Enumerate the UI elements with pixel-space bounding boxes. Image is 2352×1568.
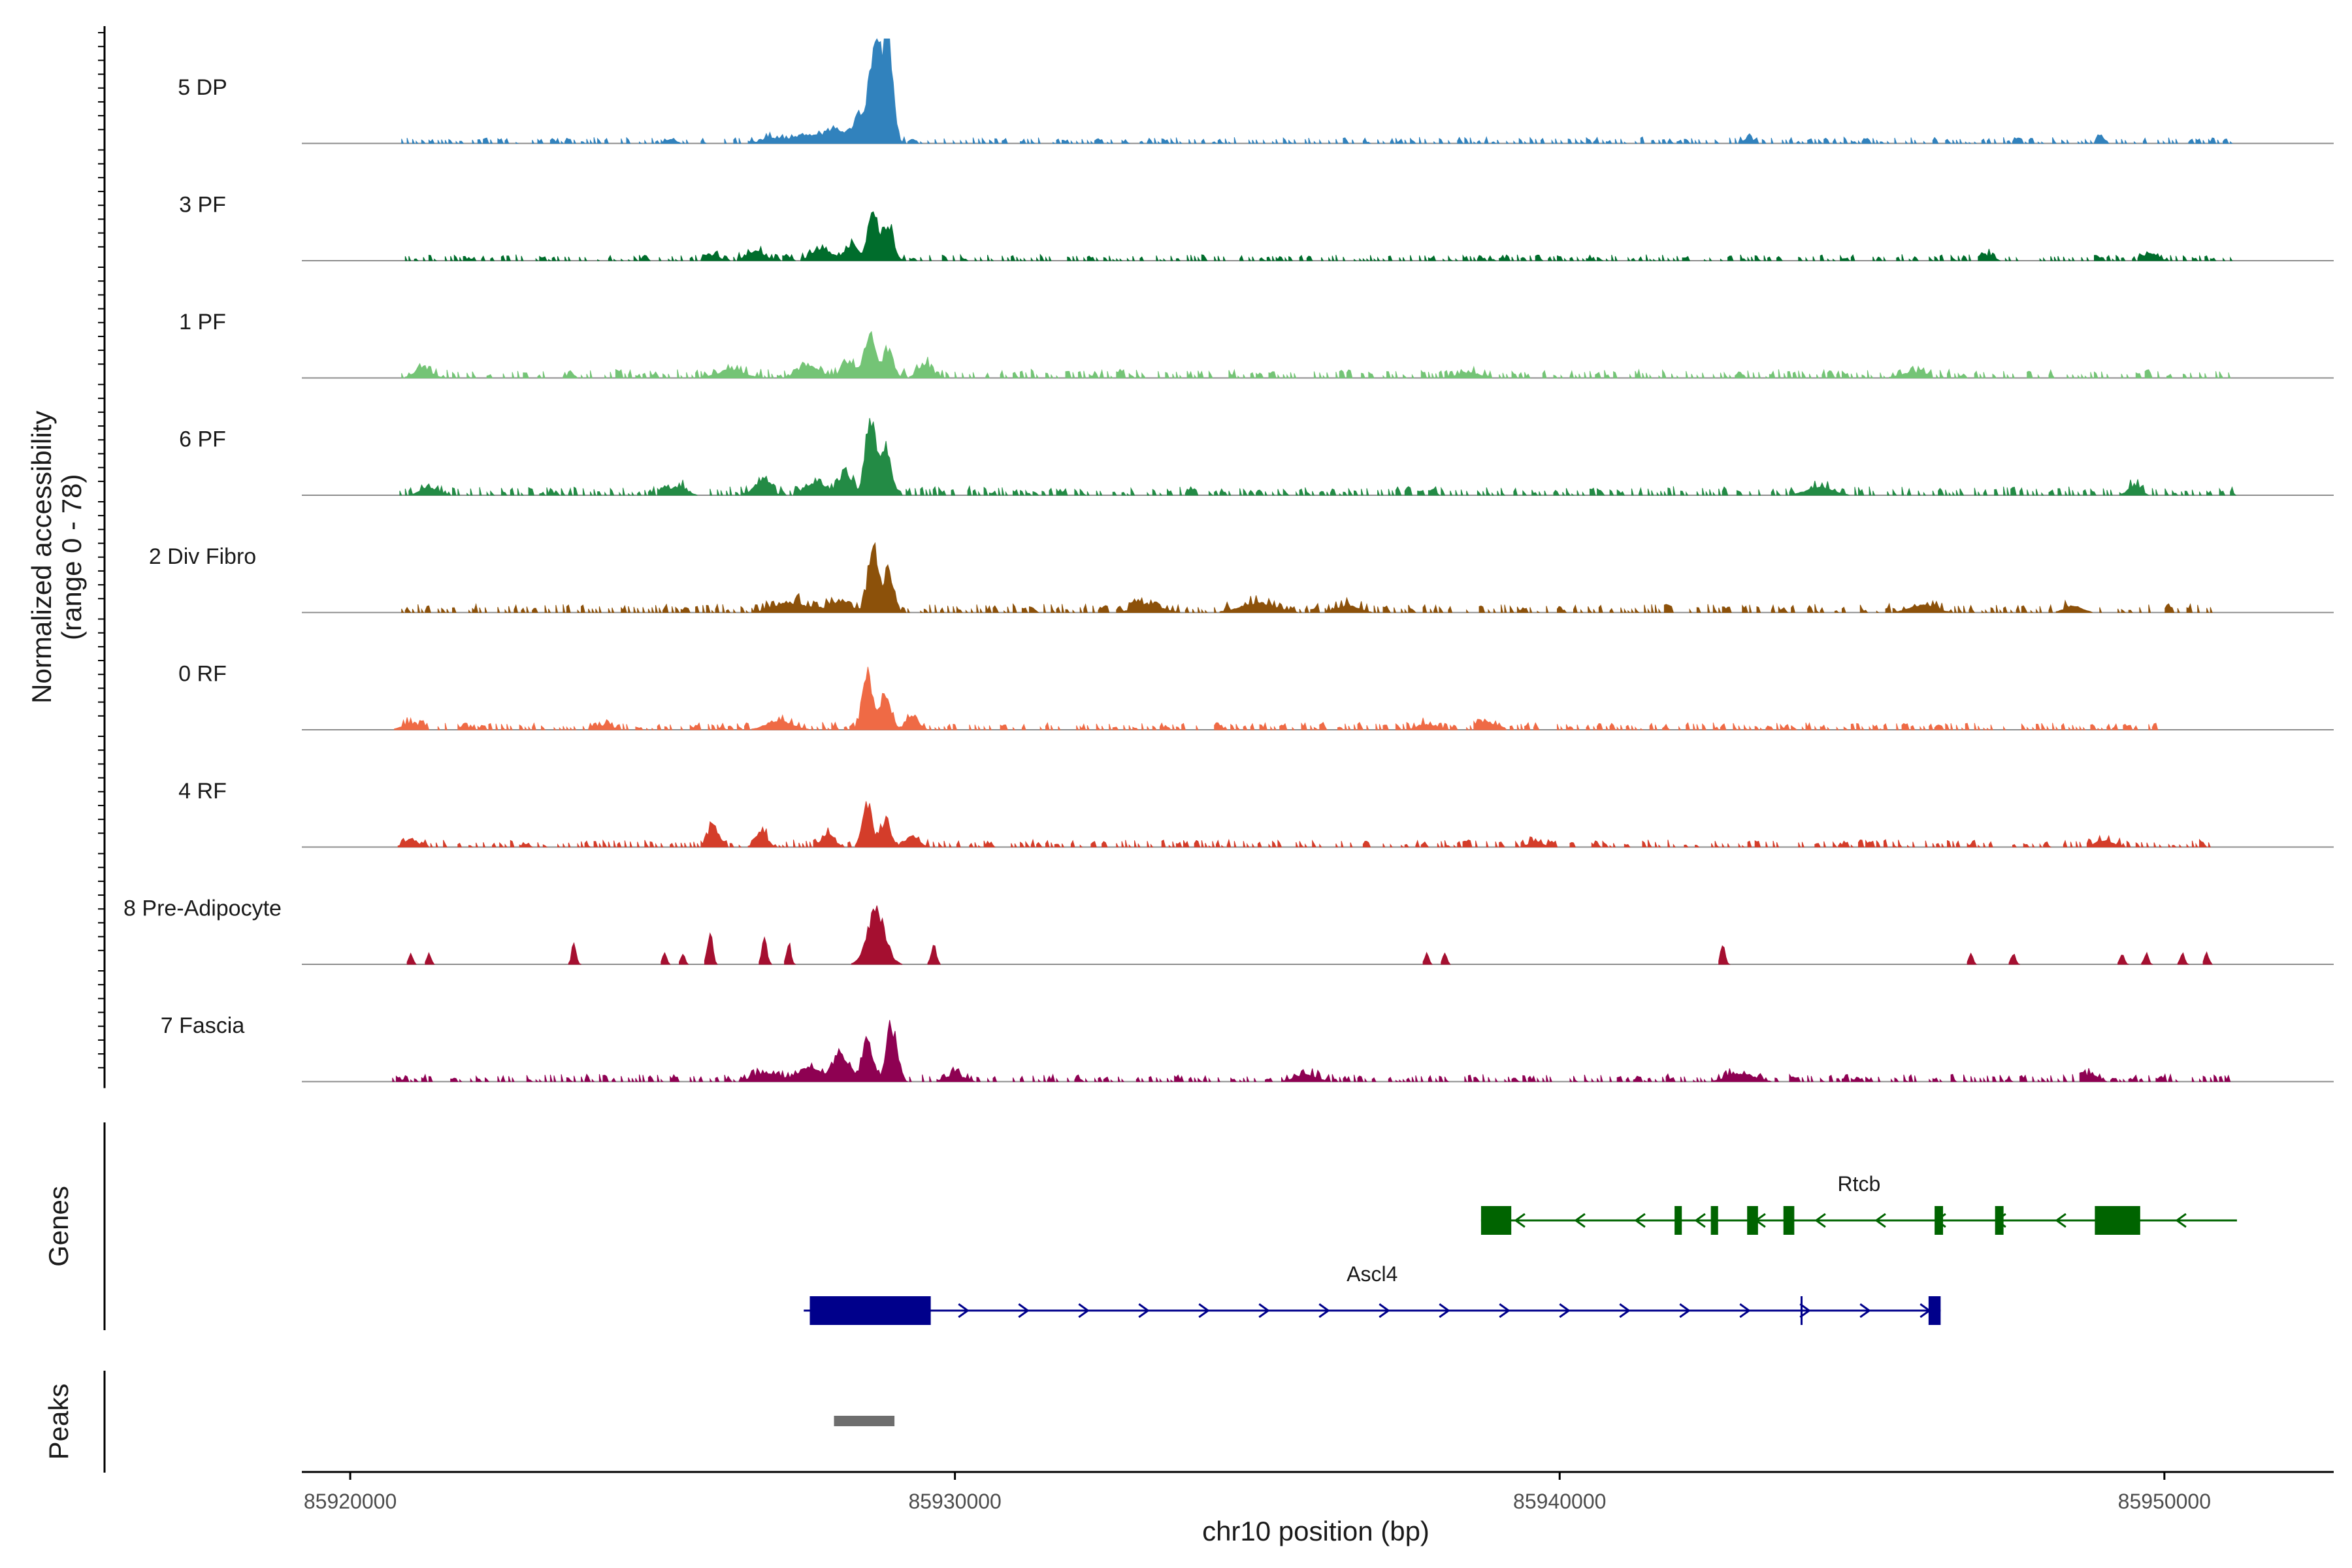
track-0-rf: 0 RF [178,662,2334,730]
y-axis-title-line: (range 0 - 78) [56,474,87,640]
track-4-rf: 4 RF [178,779,2334,848]
strand-arrow [1138,1303,1150,1318]
coverage-area [401,38,2233,144]
track-6-pf: 6 PF [179,417,2334,496]
strand-arrow [1574,1213,1586,1228]
strand-arrow [1514,1213,1526,1228]
gene-label: Rtcb [1838,1172,1881,1196]
exon [1935,1206,1944,1235]
strand-arrow [1619,1303,1631,1318]
coverage-area [401,331,2231,379]
gene-label: Ascl4 [1347,1262,1397,1286]
x-tick-label: 85940000 [1513,1490,1606,1513]
y-axis-title: Normalized accessibility(range 0 - 78) [26,411,87,704]
exon [1747,1206,1758,1235]
coverage-area [397,801,2211,847]
track-label: 3 PF [179,193,226,218]
track-label: 0 RF [178,662,227,687]
exon [1710,1206,1718,1235]
track-label: 8 Pre-Adipocyte [123,896,282,921]
peak-region [834,1416,895,1426]
genes-panel: Genes Rtcb Ascl4 [43,1122,2237,1330]
exon [1928,1296,1941,1325]
track-3-pf: 3 PF [179,193,2334,261]
exon [1480,1206,1512,1235]
track-label: 4 RF [178,779,227,804]
track-8-pre-adipocyte: 8 Pre-Adipocyte [123,896,2334,965]
peaks-panel: Peaks [43,1371,895,1473]
strand-arrow [2055,1213,2066,1228]
track-label: 7 Fascia [161,1013,245,1038]
gene-rtcb: Rtcb [1480,1172,2237,1235]
coverage-tracks: 5 DP 3 PF 1 PF 6 PF 2 Div Fibro 0 RF 4 RF 8 Pre… [123,38,2334,1083]
coverage-area [392,1020,2231,1082]
exon [2095,1206,2140,1235]
peaks-panel-title: Peaks [43,1384,74,1460]
strand-arrow [1198,1303,1210,1318]
strand-arrow [1874,1213,1886,1228]
track-label: 2 Div Fibro [149,544,256,569]
y-axis-title-line: Normalized accessibility [26,411,57,704]
strand-arrow [1318,1303,1330,1318]
coverage-area [406,905,2213,965]
track-1-pf: 1 PF [179,310,2334,379]
exon [809,1296,931,1325]
accessibility-y-axis [98,26,106,1088]
x-tick-label: 85920000 [304,1490,397,1513]
gene-annotations: Rtcb Ascl4 [804,1172,2237,1325]
x-tick-label: 85950000 [2118,1490,2211,1513]
strand-arrow [1739,1303,1751,1318]
track-label: 1 PF [179,310,226,335]
genes-panel-title: Genes [43,1186,74,1267]
strand-arrow [1439,1303,1450,1318]
strand-arrow [1814,1213,1826,1228]
strand-arrow [1634,1213,1646,1228]
strand-arrow [1258,1303,1270,1318]
x-axis-title: chr10 position (bp) [1202,1516,1429,1546]
strand-arrow [1078,1303,1090,1318]
strand-arrow [1018,1303,1030,1318]
coverage-area [401,542,2213,613]
strand-arrow [1694,1213,1706,1228]
track-2-div-fibro: 2 Div Fibro [149,542,2334,613]
track-5-dp: 5 DP [178,38,2334,144]
strand-arrow [1379,1303,1390,1318]
coverage-area [399,417,2237,496]
coverage-area [394,666,2159,730]
exon [1995,1206,2004,1235]
strand-arrow [2175,1213,2187,1228]
peak-regions [834,1416,895,1426]
exon [1674,1206,1682,1235]
gene-ascl4: Ascl4 [804,1262,1941,1325]
strand-arrow [958,1303,970,1318]
strand-arrow [1679,1303,1691,1318]
strand-arrow [1859,1303,1871,1318]
exon [1783,1206,1795,1235]
strand-arrow [1499,1303,1511,1318]
x-axis: 85920000 85930000 85940000 85950000 [302,1471,2334,1513]
track-7-fascia: 7 Fascia [161,1013,2334,1083]
strand-arrow [1799,1303,1811,1318]
track-label: 5 DP [178,75,227,100]
strand-arrow [1559,1303,1571,1318]
x-tick-label: 85930000 [908,1490,1001,1513]
track-label: 6 PF [179,427,226,452]
coverage-area [404,211,2233,261]
